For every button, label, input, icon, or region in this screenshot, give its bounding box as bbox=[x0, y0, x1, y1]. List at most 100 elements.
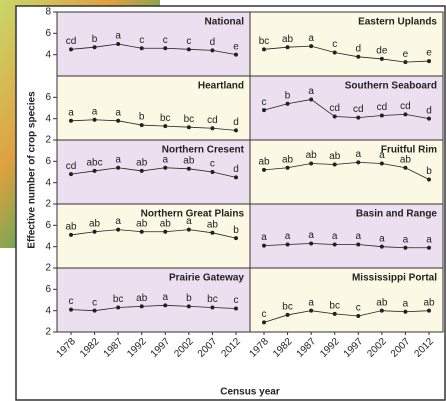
data-point bbox=[163, 46, 167, 50]
data-point bbox=[403, 310, 407, 314]
data-label: e bbox=[403, 49, 409, 60]
data-point bbox=[69, 119, 73, 123]
data-label: b bbox=[92, 34, 98, 45]
data-point bbox=[187, 167, 191, 171]
data-label: a bbox=[186, 216, 192, 227]
y-tick-label: 8 bbox=[45, 7, 51, 18]
data-point bbox=[403, 246, 407, 250]
data-point bbox=[380, 161, 384, 165]
data-label: a bbox=[308, 86, 314, 97]
data-label: bc bbox=[282, 302, 293, 313]
data-point bbox=[403, 166, 407, 170]
data-label: ab bbox=[136, 293, 148, 304]
data-label: a bbox=[115, 31, 121, 42]
data-point bbox=[210, 305, 214, 309]
data-label: d bbox=[356, 43, 362, 54]
data-point bbox=[234, 236, 238, 240]
data-point bbox=[286, 102, 290, 106]
data-point bbox=[380, 113, 384, 117]
data-label: ab bbox=[376, 297, 388, 308]
data-label: bc bbox=[160, 113, 171, 124]
data-label: cd bbox=[377, 102, 388, 113]
y-tick-label: 4 bbox=[45, 113, 51, 124]
data-label: bc bbox=[329, 301, 340, 312]
data-point bbox=[210, 126, 214, 130]
data-label: a bbox=[426, 234, 432, 245]
data-label: d bbox=[233, 164, 239, 175]
data-point bbox=[234, 128, 238, 132]
data-point bbox=[356, 160, 360, 164]
data-label: bc bbox=[113, 294, 124, 305]
data-point bbox=[309, 241, 313, 245]
data-point bbox=[333, 243, 337, 247]
data-label: ab bbox=[282, 154, 294, 165]
data-point bbox=[356, 243, 360, 247]
data-point bbox=[286, 243, 290, 247]
data-label: b bbox=[139, 112, 145, 123]
x-axis-title: Census year bbox=[220, 387, 280, 398]
data-point bbox=[427, 59, 431, 63]
data-point bbox=[309, 44, 313, 48]
data-label: bc bbox=[207, 294, 218, 305]
data-label: a bbox=[403, 234, 409, 245]
panel-title: Southern Seaboard bbox=[345, 81, 437, 92]
data-point bbox=[93, 45, 97, 49]
data-label: ab bbox=[282, 34, 294, 45]
data-label: de bbox=[376, 46, 388, 57]
data-label: b bbox=[233, 225, 239, 236]
data-label: cd bbox=[66, 36, 77, 47]
data-label: a bbox=[308, 230, 314, 241]
data-point bbox=[187, 47, 191, 51]
data-point bbox=[163, 303, 167, 307]
data-point bbox=[262, 47, 266, 51]
data-label: a bbox=[379, 150, 385, 161]
panel-title: Northern Cresent bbox=[162, 145, 245, 156]
data-label: a bbox=[308, 297, 314, 308]
data-label: c bbox=[234, 295, 239, 306]
data-label: a bbox=[356, 231, 362, 242]
data-point bbox=[116, 166, 120, 170]
data-label: ab bbox=[160, 218, 172, 229]
data-label: cd bbox=[400, 101, 411, 112]
data-label: cd bbox=[353, 104, 364, 115]
data-label: e bbox=[233, 41, 239, 52]
panel-title: National bbox=[205, 17, 245, 28]
data-label: d bbox=[210, 37, 216, 48]
data-point bbox=[286, 313, 290, 317]
chart: Effective number of crop species Census … bbox=[0, 0, 446, 401]
panel-title: Northern Great Plains bbox=[141, 209, 245, 220]
data-point bbox=[356, 116, 360, 120]
data-label: a bbox=[379, 233, 385, 244]
data-point bbox=[234, 53, 238, 57]
data-label: ab bbox=[258, 157, 270, 168]
y-tick-label: 2 bbox=[45, 263, 51, 274]
panel-title: Basin and Range bbox=[356, 209, 438, 220]
data-point bbox=[380, 57, 384, 61]
data-point bbox=[427, 117, 431, 121]
data-point bbox=[93, 309, 97, 313]
data-point bbox=[262, 168, 266, 172]
data-point bbox=[234, 307, 238, 311]
data-label: c bbox=[262, 97, 267, 108]
data-point bbox=[380, 245, 384, 249]
data-label: a bbox=[261, 232, 267, 243]
data-label: c bbox=[186, 36, 191, 47]
data-label: cd bbox=[207, 115, 218, 126]
data-label: b bbox=[285, 90, 291, 101]
y-tick-label: 2 bbox=[45, 199, 51, 210]
y-tick-label: 4 bbox=[45, 241, 51, 252]
data-label: ab bbox=[207, 219, 219, 230]
data-label: ab bbox=[65, 222, 77, 233]
data-point bbox=[140, 304, 144, 308]
data-point bbox=[309, 309, 313, 313]
data-point bbox=[187, 304, 191, 308]
data-label: c bbox=[332, 39, 337, 50]
data-point bbox=[234, 175, 238, 179]
panel-title: Heartland bbox=[198, 81, 244, 92]
data-label: c bbox=[139, 35, 144, 46]
data-point bbox=[163, 124, 167, 128]
data-label: d bbox=[426, 105, 432, 116]
y-tick-label: 2 bbox=[45, 327, 51, 338]
y-tick-label: 6 bbox=[45, 156, 51, 167]
data-label: a bbox=[356, 149, 362, 160]
